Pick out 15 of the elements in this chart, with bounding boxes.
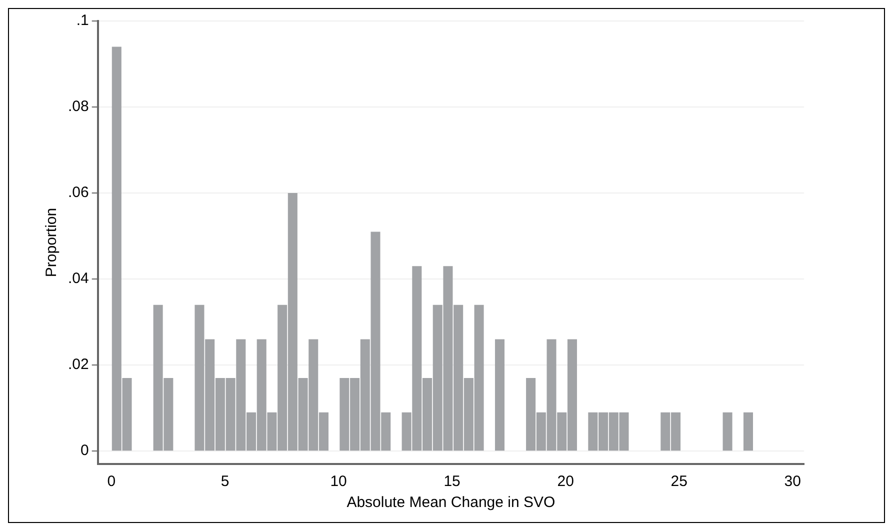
y-tick-label: .08 bbox=[68, 98, 89, 116]
x-tick-label: 10 bbox=[330, 473, 347, 490]
x-tick-label: 25 bbox=[670, 473, 688, 490]
x-tick-label: 30 bbox=[784, 473, 801, 490]
y-tick-label: .06 bbox=[68, 184, 89, 202]
x-tick-label: 0 bbox=[107, 473, 116, 490]
y-axis-title: Proportion bbox=[43, 208, 60, 278]
x-axis-title: Absolute Mean Change in SVO bbox=[346, 494, 556, 512]
y-tick-label: 0 bbox=[80, 442, 89, 460]
x-tick-label: 5 bbox=[220, 473, 230, 490]
x-tick-label: 20 bbox=[557, 473, 574, 490]
y-tick-label: .04 bbox=[68, 270, 89, 288]
y-tick-label: .1 bbox=[76, 12, 89, 30]
x-tick-label: 15 bbox=[444, 473, 460, 490]
y-tick-label: .02 bbox=[68, 356, 89, 374]
